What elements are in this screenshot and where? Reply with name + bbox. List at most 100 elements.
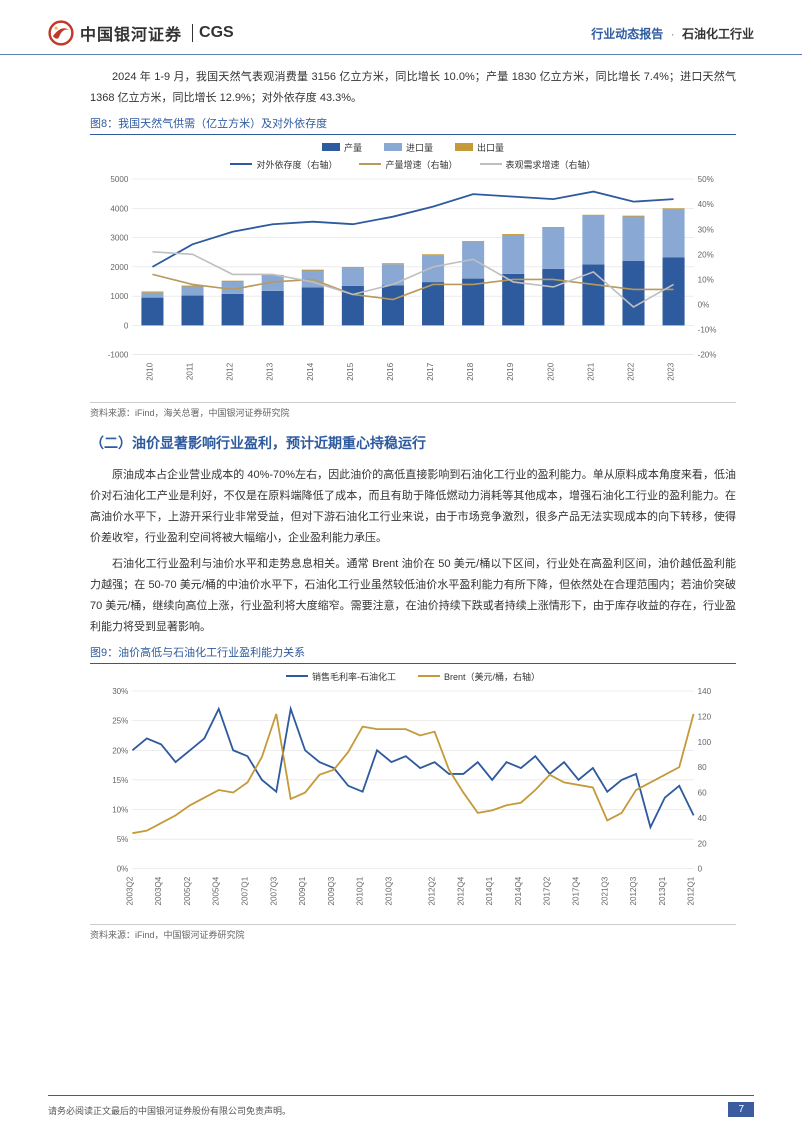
disclaimer: 请务必阅读正文最后的中国银河证券股份有限公司免责声明。 [48,1104,291,1117]
fig8-leg5: 产量增速（右轴） [385,158,457,171]
fig9-title: 图9：油价高低与石油化工行业盈利能力关系 [90,644,736,664]
svg-text:2003Q2: 2003Q2 [125,876,134,905]
svg-text:2009Q3: 2009Q3 [327,876,336,905]
svg-text:2003Q4: 2003Q4 [154,876,163,905]
fig8-svg: -1000 0 1000 2000 3000 4000 5000 -20% -10% 0% 10% 2… [90,173,736,395]
svg-text:2023: 2023 [667,362,676,380]
fig8-leg3: 出口量 [477,141,504,154]
svg-text:0%: 0% [698,300,710,309]
svg-text:30%: 30% [698,225,714,234]
svg-text:-1000: -1000 [108,350,129,359]
svg-text:2012Q2: 2012Q2 [428,876,437,905]
svg-text:2010Q3: 2010Q3 [384,876,393,905]
svg-text:2013: 2013 [266,362,275,380]
fig9-chart: 销售毛利率-石油化工 Brent（美元/桶，右轴） 0% 5% 10% 15% 20% 2… [90,668,736,922]
svg-text:5000: 5000 [110,175,128,184]
svg-text:140: 140 [698,687,712,696]
svg-text:2005Q4: 2005Q4 [212,876,221,905]
svg-text:2014: 2014 [306,362,315,380]
svg-text:20%: 20% [112,746,128,755]
svg-text:2012: 2012 [226,362,235,380]
fig9-source: 资料来源：iFind，中国银河证券研究院 [90,924,736,941]
fig8-legend-row2: 对外依存度（右轴） 产量增速（右轴） 表观需求增速（右轴） [90,156,736,173]
fig9-leg1: 销售毛利率-石油化工 [312,670,396,683]
svg-text:-10%: -10% [698,325,717,334]
svg-text:2017Q4: 2017Q4 [571,876,580,905]
logo-block: 中国银河证券 CGS [48,20,234,46]
intro-paragraph: 2024 年 1-9 月，我国天然气表观消费量 3156 亿立方米，同比增长 1… [90,67,736,109]
content-area: 2024 年 1-9 月，我国天然气表观消费量 3156 亿立方米，同比增长 1… [0,55,802,941]
svg-text:30%: 30% [112,687,128,696]
svg-text:2019: 2019 [506,362,515,380]
svg-text:2021Q3: 2021Q3 [600,876,609,905]
svg-text:20: 20 [698,839,707,848]
svg-text:120: 120 [698,712,712,721]
svg-text:2007Q3: 2007Q3 [269,876,278,905]
section2-p2: 石油化工行业盈利与油价水平和走势息息相关。通常 Brent 油价在 50 美元/… [90,554,736,638]
fig9-svg: 0% 5% 10% 15% 20% 25% 30% 0 20 40 60 80 100 120 140 200… [90,685,736,917]
header-dot: · [671,27,675,41]
svg-text:0: 0 [698,865,703,874]
svg-text:2014Q1: 2014Q1 [485,876,494,905]
svg-text:20%: 20% [698,250,714,259]
fig8-title: 图8：我国天然气供需（亿立方米）及对外依存度 [90,115,736,135]
svg-text:40%: 40% [698,200,714,209]
svg-text:2011: 2011 [186,362,195,380]
svg-text:2015: 2015 [346,362,355,380]
svg-text:2012Q1: 2012Q1 [687,876,696,905]
svg-text:2016: 2016 [386,362,395,380]
logo-cgs: CGS [192,24,234,42]
section2-p1: 原油成本占企业营业成本的 40%-70%左右，因此油价的高低直接影响到石油化工行… [90,465,736,549]
page-footer: 请务必阅读正文最后的中国银河证券股份有限公司免责声明。 7 [48,1095,754,1117]
header-right: 行业动态报告 · 石油化工行业 [591,25,754,42]
svg-text:10%: 10% [112,805,128,814]
page-header: 中国银河证券 CGS 行业动态报告 · 石油化工行业 [0,0,802,55]
svg-text:40: 40 [698,814,707,823]
header-category: 行业动态报告 [591,27,663,41]
svg-text:2010: 2010 [145,362,154,380]
svg-text:50%: 50% [698,175,714,184]
svg-text:2017Q2: 2017Q2 [543,876,552,905]
svg-text:15%: 15% [112,776,128,785]
svg-text:1000: 1000 [110,292,128,301]
svg-text:2012Q3: 2012Q3 [629,876,638,905]
svg-text:2000: 2000 [110,263,128,272]
svg-text:2017: 2017 [426,362,435,380]
svg-text:-20%: -20% [698,350,717,359]
svg-text:60: 60 [698,789,707,798]
svg-text:2009Q1: 2009Q1 [298,876,307,905]
fig8-leg2: 进口量 [406,141,433,154]
svg-text:2018: 2018 [466,362,475,380]
svg-text:2010Q1: 2010Q1 [356,876,365,905]
svg-text:2021: 2021 [586,362,595,380]
fig8-source: 资料来源：iFind，海关总署，中国银河证券研究院 [90,402,736,419]
fig8-leg4: 对外依存度（右轴） [256,158,337,171]
galaxy-logo-icon [48,20,74,46]
svg-text:25%: 25% [112,717,128,726]
svg-text:10%: 10% [698,275,714,284]
svg-text:2013Q1: 2013Q1 [658,876,667,905]
fig8-leg1: 产量 [344,141,362,154]
page-number: 7 [728,1102,754,1117]
header-industry: 石油化工行业 [682,27,754,41]
logo-text: 中国银河证券 [80,21,182,45]
svg-text:2012Q4: 2012Q4 [456,876,465,905]
svg-text:2014Q4: 2014Q4 [514,876,523,905]
fig8-leg6: 表观需求增速（右轴） [506,158,596,171]
svg-text:2022: 2022 [626,362,635,380]
svg-text:80: 80 [698,763,707,772]
fig9-legend: 销售毛利率-石油化工 Brent（美元/桶，右轴） [90,668,736,685]
svg-text:0%: 0% [117,865,129,874]
svg-text:100: 100 [698,738,712,747]
fig8-chart: 产量 进口量 出口量 对外依存度（右轴） 产量增速（右轴） 表观需求增速（右轴）… [90,139,736,400]
fig8-legend-row1: 产量 进口量 出口量 [90,139,736,156]
svg-text:3000: 3000 [110,233,128,242]
svg-text:4000: 4000 [110,204,128,213]
svg-text:2007Q1: 2007Q1 [241,876,250,905]
svg-text:5%: 5% [117,835,129,844]
svg-text:2020: 2020 [546,362,555,380]
fig9-leg2: Brent（美元/桶，右轴） [444,670,540,683]
svg-text:0: 0 [124,321,129,330]
svg-text:2005Q2: 2005Q2 [183,876,192,905]
section2-heading: （二）油价显著影响行业盈利，预计近期重心持稳运行 [90,433,736,453]
